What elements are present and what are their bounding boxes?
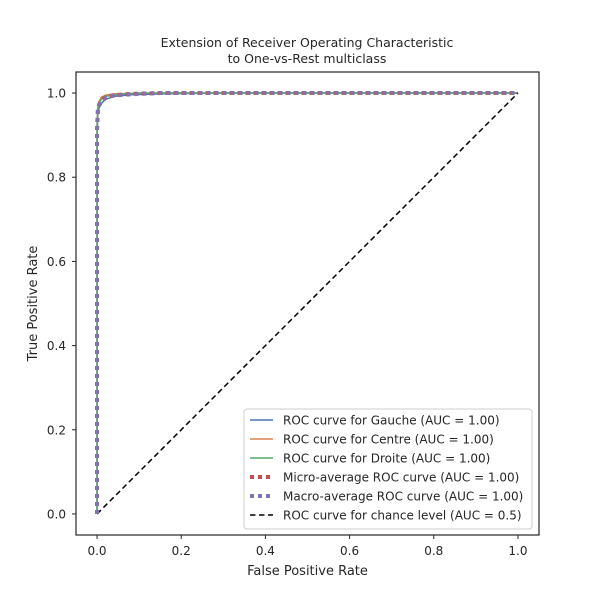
- y-tick-label: 1.0: [47, 87, 66, 101]
- legend: ROC curve for Gauche (AUC = 1.00) ROC cur…: [243, 408, 533, 530]
- x-tick-label: 0.0: [87, 544, 106, 558]
- x-axis-label: False Positive Rate: [247, 564, 368, 579]
- legend-label: Micro-average ROC curve (AUC = 1.00): [283, 471, 519, 485]
- series-layer: [95, 91, 519, 515]
- legend-label: ROC curve for Gauche (AUC = 1.00): [283, 414, 500, 428]
- legend-label: Macro-average ROC curve (AUC = 1.00): [283, 490, 523, 504]
- chart-title-line: to One-vs-Rest multiclass: [228, 51, 387, 66]
- x-tick-label: 0.4: [256, 544, 275, 558]
- y-tick-label: 0.0: [47, 507, 66, 521]
- y-tick-label: 0.8: [47, 171, 66, 185]
- legend-box: [243, 408, 533, 530]
- x-tick-label: 0.6: [340, 544, 359, 558]
- legend-label: ROC curve for chance level (AUC = 0.5): [283, 509, 522, 523]
- series-line-5: [95, 91, 518, 514]
- x-tick-label: 0.2: [172, 544, 191, 558]
- x-axis-ticks: 0.0 0.2 0.4 0.6 0.8 1.0: [87, 535, 528, 558]
- y-tick-label: 0.2: [47, 423, 66, 437]
- x-tick-label: 0.8: [424, 544, 443, 558]
- legend-label: ROC curve for Droite (AUC = 1.00): [283, 452, 490, 466]
- chart-title: Extension of Receiver Operating Characte…: [161, 35, 454, 66]
- x-tick-label: 1.0: [508, 544, 527, 558]
- legend-label: ROC curve for Centre (AUC = 1.00): [283, 433, 494, 447]
- y-axis-label: True Positive Rate: [26, 246, 41, 363]
- chart-title-line: Extension of Receiver Operating Characte…: [161, 35, 454, 50]
- y-tick-label: 0.4: [47, 339, 66, 353]
- series-line-6: [96, 92, 519, 515]
- y-axis-ticks: 0.0 0.2 0.4 0.6 0.8 1.0: [47, 87, 76, 521]
- y-tick-label: 0.6: [47, 255, 66, 269]
